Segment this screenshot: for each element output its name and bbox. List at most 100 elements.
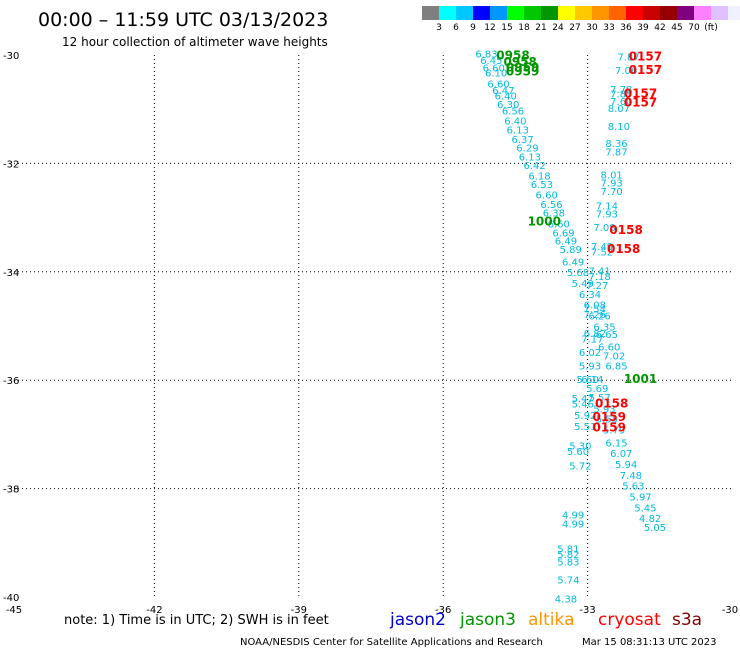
color-swatch xyxy=(660,6,677,20)
swh-value: 6.08 xyxy=(584,301,606,312)
pass-time-label: 0159 xyxy=(593,410,626,424)
x-tick-label: -30 xyxy=(722,605,738,616)
swh-value: 8.07 xyxy=(608,104,630,115)
pass-time-label: 0158 xyxy=(609,223,642,237)
color-scale-label: 70 xyxy=(688,23,700,33)
swh-value: 8.10 xyxy=(608,122,630,133)
swh-value: 7.87 xyxy=(617,52,639,63)
satellite-legend-jason3: jason3 xyxy=(459,610,516,630)
pass-time-label: 1001 xyxy=(624,372,657,386)
swh-value: 5.79 xyxy=(603,425,625,436)
swh-value: 6.47 xyxy=(492,86,514,97)
swh-value: 6.40 xyxy=(504,116,526,127)
x-tick-label: -45 xyxy=(6,605,22,616)
swh-value: 5.46 xyxy=(572,399,594,410)
swh-value: 7.78 xyxy=(610,85,632,96)
y-tick-label: -36 xyxy=(3,376,19,387)
color-scale-label: 42 xyxy=(654,23,665,33)
swh-value: 7.49 xyxy=(591,242,613,253)
satellite-legend-s3a: s3a xyxy=(672,610,702,630)
swh-value: 6.38 xyxy=(543,209,565,220)
satellite-legend-altika: altika xyxy=(528,610,575,630)
color-scale-label: 45 xyxy=(671,23,682,33)
swh-value: 6.40 xyxy=(495,91,517,102)
swh-value: 5.45 xyxy=(634,503,656,514)
swh-value: 6.60 xyxy=(483,63,505,74)
swh-value: 6.49 xyxy=(555,237,577,248)
timestamp-text: Mar 15 08:31:13 UTC 2023 xyxy=(582,637,717,648)
data-points: 6.836.456.606.106.606.476.406.306.566.40… xyxy=(475,48,666,605)
swh-value: 7.17 xyxy=(581,334,603,345)
swh-value: 6.18 xyxy=(528,172,550,183)
x-tick-label: -39 xyxy=(291,605,307,616)
x-tick-label: -42 xyxy=(146,605,162,616)
swh-value: 7.52 xyxy=(591,248,613,259)
swh-value: 7.60 xyxy=(610,97,632,108)
pass-time-label: 0958 xyxy=(496,48,529,62)
swh-value: 5.93 xyxy=(579,361,601,372)
credit-text: NOAA/NESDIS Center for Satellite Applica… xyxy=(240,637,543,648)
color-scale-label: 36 xyxy=(620,23,632,33)
swh-value: 7.93 xyxy=(601,179,623,190)
swh-value: 7.06 xyxy=(615,66,637,77)
swh-value: 4.38 xyxy=(555,594,577,605)
swh-value: 5.89 xyxy=(560,245,582,256)
color-swatch xyxy=(592,6,609,20)
pass-time-label: 0158 xyxy=(595,396,628,410)
color-scale-legend: 3 6 9 12 15 18 21 24 27 30 33 36 39 42 45 70 (ft) xyxy=(422,6,740,33)
swh-value: 6.60 xyxy=(598,342,620,353)
swh-value: 7.70 xyxy=(601,187,623,198)
x-tick-label: -36 xyxy=(435,605,451,616)
swh-value: 5.93 xyxy=(593,405,615,416)
color-swatch xyxy=(575,6,592,20)
swh-value: 8.36 xyxy=(605,139,627,150)
pass-time-label: 0959 xyxy=(506,65,539,79)
swh-value: 7.27 xyxy=(586,281,608,292)
swh-value: 5.63 xyxy=(622,482,644,493)
swh-value: 5.72 xyxy=(569,462,591,473)
swh-value: 5.97 xyxy=(629,493,651,504)
chart-subtitle: 12 hour collection of altimeter wave hei… xyxy=(62,35,328,49)
swh-value: 6.49 xyxy=(562,257,584,268)
color-swatch xyxy=(677,6,694,20)
color-swatch xyxy=(626,6,643,20)
swh-value: 7.41 xyxy=(589,267,611,278)
y-tick-label: -38 xyxy=(3,485,19,496)
swh-value: 6.07 xyxy=(610,449,632,460)
swh-value: 5.30 xyxy=(569,442,591,453)
pass-time-label: 0157 xyxy=(624,86,657,100)
color-swatch xyxy=(524,6,541,20)
pass-time-label: 1000 xyxy=(528,215,561,229)
satellite-legend-cryosat: cryosat xyxy=(598,610,661,630)
y-tick-label: -30 xyxy=(3,51,19,62)
color-scale-label: 33 xyxy=(603,23,614,33)
swh-value: 5.69 xyxy=(586,384,608,395)
swh-value: 8.01 xyxy=(601,171,623,182)
satellite-legend-jason2: jason2 xyxy=(389,610,446,630)
swh-value: 5.49 xyxy=(572,279,594,290)
color-swatch xyxy=(439,6,456,20)
swh-value: 6.10 xyxy=(485,69,507,80)
color-scale-label: 24 xyxy=(552,23,564,33)
swh-value: 7.54 xyxy=(584,304,606,315)
y-tick-label: -34 xyxy=(3,268,19,279)
swh-value: 5.94 xyxy=(615,460,637,471)
color-swatch xyxy=(422,6,439,20)
color-scale-label: (ft) xyxy=(704,23,718,33)
swh-value: 5.60 xyxy=(576,375,598,386)
pass-time-label: 0958 xyxy=(504,55,537,69)
swh-value: 4.82 xyxy=(639,514,661,525)
swh-value: 6.30 xyxy=(497,100,519,111)
swh-value: 5.68 xyxy=(567,268,589,279)
x-tick-label: -33 xyxy=(579,605,595,616)
color-swatch xyxy=(643,6,660,20)
chart-title: 00:00 – 11:59 UTC 03/13/2023 xyxy=(38,9,328,31)
swh-value: 6.37 xyxy=(511,135,533,146)
swh-value: 6.83 xyxy=(475,50,497,61)
color-swatch xyxy=(456,6,473,20)
swh-value: 5.51 xyxy=(574,422,596,433)
swh-value: 6.60 xyxy=(536,191,558,202)
swh-value: 7.26 xyxy=(584,310,606,321)
swh-value: 6.26 xyxy=(589,311,611,322)
color-swatch xyxy=(507,6,524,20)
